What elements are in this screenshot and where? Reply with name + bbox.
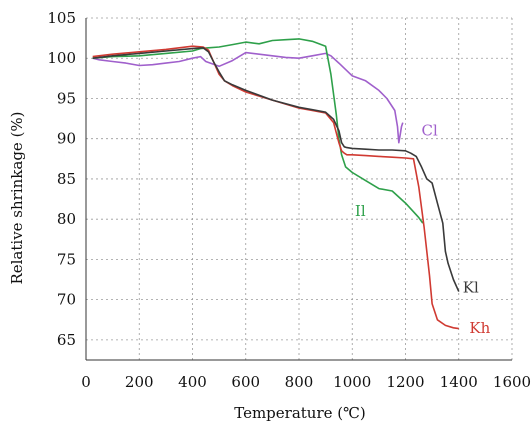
series-label-cl: Cl xyxy=(421,122,437,140)
grid-layer xyxy=(86,17,513,360)
series-line-kh xyxy=(92,45,459,330)
series-label-kh: Kh xyxy=(469,319,490,337)
y-axis-title: Relative shrinkage (%) xyxy=(8,111,26,284)
series-label-kl: Kl xyxy=(463,279,479,297)
y-tick-label: 95 xyxy=(57,89,76,107)
y-tick-label: 65 xyxy=(57,331,76,349)
y-tick-label: 75 xyxy=(57,250,76,268)
y-tick-label: 105 xyxy=(47,9,76,27)
series-line-il xyxy=(92,38,424,224)
x-tick-label: 0 xyxy=(81,373,91,391)
series-labels-layer: Cl Il Kh Kl xyxy=(355,122,491,337)
y-tick-label: 80 xyxy=(57,210,76,228)
x-tick-label: 1200 xyxy=(386,373,424,391)
x-tick-label: 400 xyxy=(178,373,207,391)
series-label-il: Il xyxy=(355,202,366,220)
axes-layer xyxy=(85,18,512,361)
y-tick-label: 85 xyxy=(57,170,76,188)
x-tick-label: 1600 xyxy=(493,373,531,391)
y-tick-label: 90 xyxy=(57,130,76,148)
x-axis-title: Temperature (℃) xyxy=(234,404,366,422)
x-tick-label: 1000 xyxy=(333,373,371,391)
x-tick-label: 200 xyxy=(125,373,154,391)
x-tick-label: 1400 xyxy=(440,373,478,391)
tick-labels-layer: 65 70 75 80 85 90 95 100 105 0 200 400 600 800 1000 120… xyxy=(47,9,531,391)
x-tick-label: 600 xyxy=(231,373,260,391)
y-tick-label: 70 xyxy=(57,291,76,309)
y-tick-label: 100 xyxy=(47,49,76,67)
x-tick-label: 800 xyxy=(285,373,314,391)
series-layer xyxy=(92,38,460,330)
series-line-cl xyxy=(92,51,404,144)
series-line-kl xyxy=(92,46,460,292)
